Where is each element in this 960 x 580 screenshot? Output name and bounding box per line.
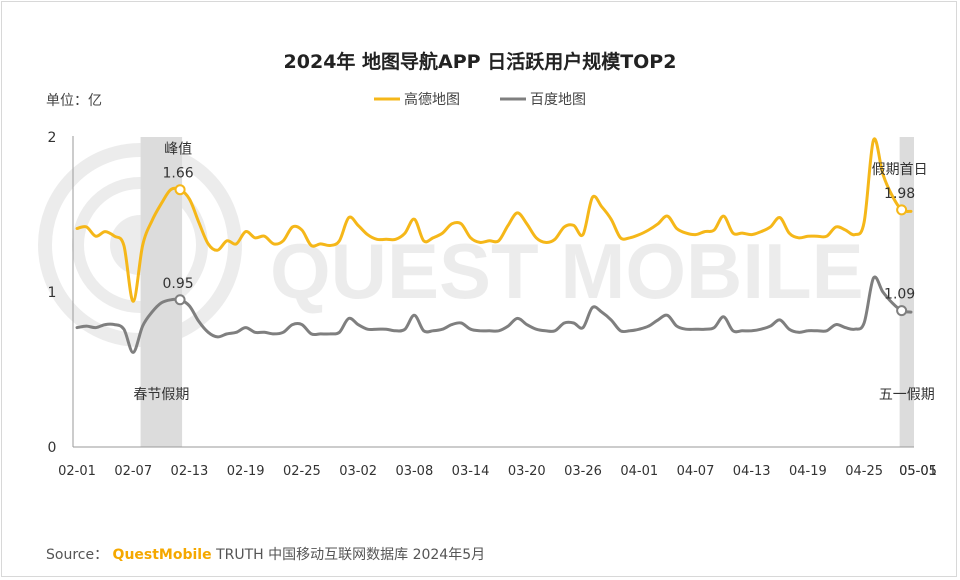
y-tick-label-0: 0 [48,440,57,456]
annotation-marker-1 [174,294,186,306]
annotation-value-0: 1.66 [162,166,193,182]
highlight-region-label-0: 春节假期 [133,387,189,403]
annotation-marker-2 [896,204,908,216]
x-tick-label-8: 03-20 [508,464,546,479]
y-tick-label-1: 1 [48,285,57,301]
y-tick-labels: 0 1 2 [48,130,57,456]
x-tick-label-4: 02-25 [283,464,321,479]
x-tick-label-13: 04-19 [789,464,827,479]
x-tick-label-16: 05-05 [899,464,937,479]
legend: 高德地图 百度地图 [374,91,586,108]
x-tick-label-12: 04-13 [733,464,771,479]
chart-title: 2024年 地图导航APP 日活跃用户规模TOP2 [284,50,677,73]
x-tick-label-1: 02-07 [114,464,152,479]
annotation-caption-2: 假期首日 [872,162,928,178]
source-text: TRUTH 中国移动互联网数据库 2024年5月 [216,547,486,563]
series-line-0 [75,137,913,303]
watermark-text: QUEST MOBILE [270,227,864,315]
watermark-logo-middle [72,177,208,313]
x-tick-label-11: 04-07 [677,464,715,479]
source-label: Source： [46,547,109,563]
y-tick-label-2: 2 [48,130,57,146]
x-tick-label-9: 03-26 [564,464,602,479]
x-tick-label-6: 03-08 [395,464,433,479]
x-tick-label-15: 05-01 [899,464,937,479]
unit-label: 单位：亿 [46,93,102,109]
annotation-value-1: 0.95 [162,276,193,292]
annotation-value-3: 1.09 [884,287,915,303]
source-brand: QuestMobile [112,547,212,563]
annotations: 1.66 峰值 0.95 1.98 假期首日 1.09 [162,142,928,317]
annotation-marker-3 [896,305,908,317]
x-tick-label-5: 03-02 [339,464,377,479]
legend-label-gaode: 高德地图 [404,91,460,108]
x-tick-label-10: 04-01 [620,464,658,479]
x-tick-labels: 02-01 02-07 02-13 02-19 02-25 03-02 03-08 03-14… [58,464,937,479]
x-tick-label-14: 04-25 [845,464,883,479]
highlight-regions [140,137,914,447]
x-tick-label-0: 02-01 [58,464,96,479]
highlight-region-labels: 春节假期 五一假期 [133,387,934,403]
series-lines [75,137,913,354]
annotation-marker-0 [174,184,186,196]
x-tick-label-3: 02-19 [227,464,265,479]
x-tick-label-2: 02-13 [171,464,209,479]
annotation-value-2: 1.98 [884,186,915,202]
series-line-1 [75,275,913,354]
legend-label-baidu: 百度地图 [530,92,586,108]
source-line: Source： QuestMobile TRUTH 中国移动互联网数据库 202… [46,544,485,564]
annotation-caption-0: 峰值 [164,142,192,158]
x-tick-label-7: 03-14 [452,464,490,479]
highlight-region-label-1: 五一假期 [879,387,935,403]
